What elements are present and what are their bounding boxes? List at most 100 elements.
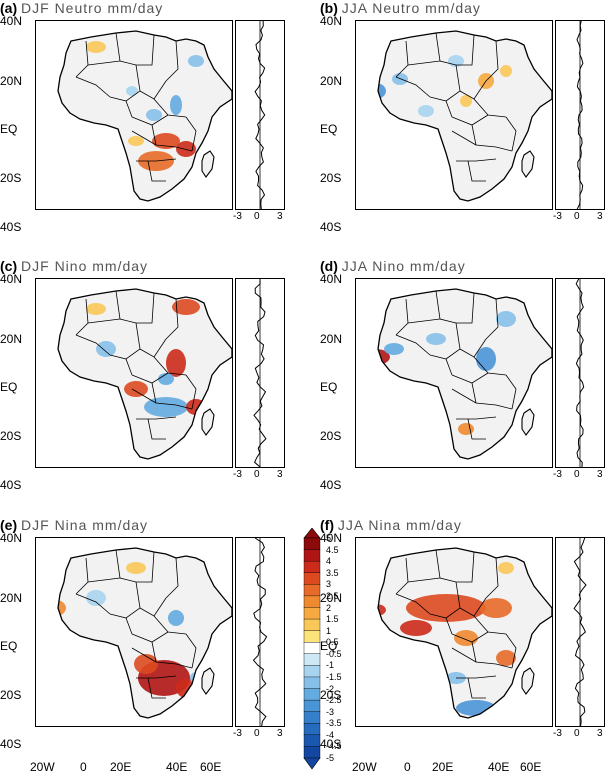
colorbar-segment (303, 746, 321, 759)
colorbar-segment (303, 595, 321, 608)
colorbar (303, 528, 321, 770)
map-panel-d: (d) JJA Nino mm/day 40N 20N EQ 20S 40S -3 0 3 (320, 258, 614, 516)
profile-tick: 0 (574, 728, 580, 739)
coastline (57, 30, 232, 202)
profile-tick: 3 (597, 211, 603, 222)
lon-tick: 20E (432, 760, 454, 774)
colorbar-segment (303, 549, 321, 562)
colorbar-segment (303, 665, 321, 678)
lon-tick: 20W (352, 760, 377, 774)
anomaly-patch (86, 303, 106, 315)
anomaly-patch (124, 381, 148, 397)
panel-title: (f) JJA Nina mm/day (320, 517, 462, 533)
profile-tick: 0 (254, 728, 260, 739)
country-border (131, 647, 157, 663)
lat-tick: 40N (320, 14, 343, 28)
profile-tick: -3 (233, 211, 242, 222)
anomaly-patch (400, 620, 432, 636)
coastline (377, 547, 552, 719)
madagascar (201, 667, 215, 695)
anomaly-patch (170, 95, 182, 115)
profile-tick: 0 (254, 469, 260, 480)
profile-tick: 0 (574, 469, 580, 480)
panel-title-text: JJA Neutro mm/day (341, 0, 481, 16)
country-border (87, 577, 121, 583)
anomaly-patch (500, 65, 512, 77)
profile-tick: 3 (277, 211, 283, 222)
anomaly-patch (188, 55, 204, 67)
country-border (467, 418, 486, 440)
panel-title-text: JJA Nina mm/day (337, 517, 462, 533)
colorbar-label: 5 (326, 533, 332, 543)
lat-tick: 40N (0, 531, 23, 545)
country-border (175, 663, 193, 669)
panel-title-text: JJA Nino mm/day (341, 258, 466, 274)
colorbar-segment (303, 723, 321, 736)
profile-line (576, 21, 584, 209)
rainfall-anomaly-map (355, 20, 553, 210)
anomaly-patch (222, 135, 230, 147)
country-border (109, 96, 133, 118)
anomaly-patch (126, 86, 138, 96)
country-border (505, 116, 517, 152)
colorbar-segment (303, 537, 321, 551)
anomaly-patch (216, 413, 228, 425)
country-border (165, 557, 179, 599)
colorbar-segment (303, 584, 321, 597)
profile-tick: 0 (574, 211, 580, 222)
madagascar (521, 667, 535, 695)
country-border (451, 388, 477, 404)
profile-line (575, 279, 585, 467)
colorbar-segment (303, 618, 321, 632)
country-border (147, 160, 166, 182)
map-panel-b: (b) JJA Neutro mm/day 40N 20N EQ 20S 40S -3 0 3 (320, 0, 614, 258)
lon-tick: 40E (166, 760, 188, 774)
country-border (185, 633, 197, 669)
anomaly-patch (158, 373, 174, 385)
lat-tick: 20S (0, 688, 22, 702)
anomaly-patch (426, 333, 446, 345)
country-border (136, 551, 155, 583)
anomaly-patch (172, 299, 200, 315)
anomaly-patch (166, 349, 186, 377)
anomaly-patch (460, 95, 472, 107)
zonal-mean-profile (235, 20, 285, 210)
lon-tick: 40E (488, 760, 510, 774)
anomaly-patch (454, 630, 478, 646)
map-panel-f: (f) JJA Nina mm/day 40N 20N EQ 20S 40S -3 0 3 (320, 517, 614, 775)
country-border (131, 130, 157, 146)
anomaly-patch (496, 311, 516, 327)
anomaly-patch (378, 349, 390, 365)
country-border (136, 292, 155, 324)
colorbar-segment (303, 676, 321, 690)
panel-letter: (a) (0, 0, 18, 16)
colorbar-label: -3 (326, 706, 335, 717)
country-border (456, 551, 475, 583)
country-border (495, 404, 513, 410)
colorbar-label: 4 (326, 556, 332, 567)
country-border (175, 146, 193, 152)
colorbar-label: -0.5 (326, 648, 342, 659)
colorbar-label: -1 (326, 660, 335, 671)
lon-tick: 60E (520, 760, 542, 774)
country-border (467, 677, 486, 699)
country-border (485, 298, 499, 340)
profile-tick: -3 (553, 211, 562, 222)
colorbar-label: -4.5 (326, 741, 342, 752)
colorbar-label: -1.5 (326, 671, 342, 682)
lat-tick: 20N (0, 74, 23, 88)
profile-tick: 3 (597, 728, 603, 739)
country-border (456, 675, 497, 679)
country-border (75, 334, 111, 356)
panel-title-text: DJF Neutro mm/day (21, 0, 164, 16)
anomaly-patch (176, 141, 196, 157)
madagascar (201, 408, 215, 436)
colorbar-label: -4 (326, 729, 335, 740)
profile-line (573, 538, 587, 726)
profile-tick: -3 (233, 469, 242, 480)
lat-tick: 40N (320, 272, 343, 286)
anomaly-patch (496, 650, 516, 666)
colorbar-label: 4.5 (326, 544, 339, 555)
anomaly-patch (360, 457, 372, 467)
map-panel-e: (e) DJF Nina mm/day 40N 20N EQ 20S 40S -3 0 3 (0, 517, 300, 775)
